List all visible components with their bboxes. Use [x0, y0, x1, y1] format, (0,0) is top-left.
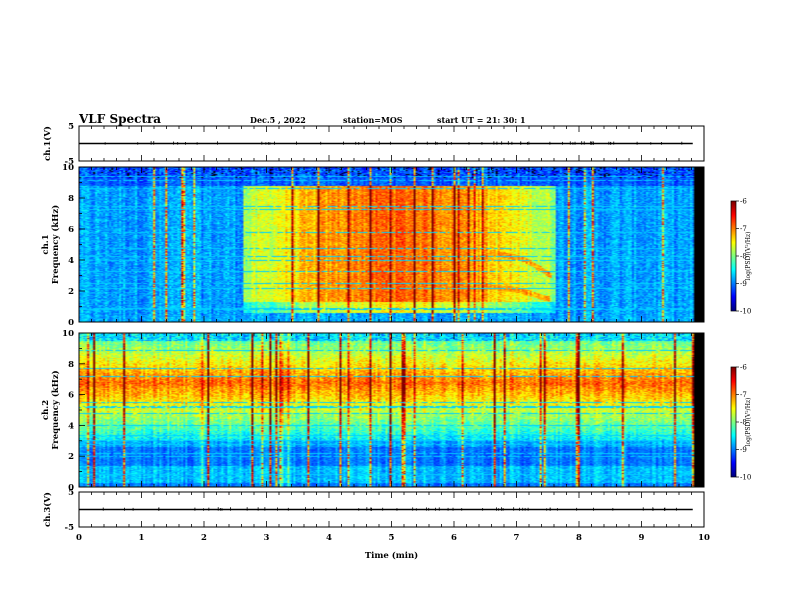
x-tick-label: 9 — [639, 533, 645, 543]
ch2-spectrogram-image — [79, 333, 704, 487]
x-axis-label: Time (min) — [365, 550, 418, 561]
colorbar-tick-label: -7 — [740, 225, 747, 233]
colorbar-tick-label: -7 — [740, 391, 747, 399]
ch2-spec-ytick-label: 0 — [68, 483, 74, 493]
ch2-spec-ytick-label: 4 — [68, 421, 74, 431]
ch1-spec-ytick-label: 4 — [68, 256, 74, 266]
x-tick-label: 6 — [451, 533, 457, 543]
header-station: station=MOS — [343, 115, 403, 125]
x-tick-label: 7 — [514, 533, 520, 543]
x-tick-label: 5 — [389, 533, 395, 543]
ch2-spec-ylabel: Frequency (kHz) — [50, 370, 61, 449]
colorbar-tick-label: -10 — [740, 474, 751, 482]
ch3-wave-ytick-label: -5 — [65, 523, 75, 533]
ch3-wave-ytick-label: 5 — [68, 488, 74, 498]
colorbar-tick-label: -8 — [740, 419, 747, 427]
ch1-colorbar — [731, 201, 736, 311]
colorbar-tick-label: -6 — [740, 198, 747, 206]
colorbar-label: log(PSD)(V²/Hz) — [745, 398, 752, 447]
chart-title: VLF Spectra — [78, 112, 161, 126]
x-tick-label: 2 — [201, 533, 207, 543]
ch2-spec-channel-label: ch.2 — [41, 400, 51, 420]
ch1-spectrogram-image — [79, 167, 704, 322]
ch3-wave-ylabel: ch.3(V) — [42, 492, 53, 527]
colorbar-tick-label: -10 — [740, 308, 751, 316]
ch1-wave-ytick-label: -5 — [65, 157, 75, 167]
x-tick-label: 10 — [698, 533, 710, 543]
ch1-spec-channel-label: ch.1 — [41, 234, 51, 254]
x-tick-label: 3 — [264, 533, 270, 543]
x-tick-label: 0 — [76, 533, 82, 543]
colorbar-label: log(PSD)(V²/Hz) — [745, 232, 752, 281]
colorbar-tick-label: -9 — [740, 446, 747, 454]
ch1-wave-ytick-label: 5 — [68, 122, 74, 132]
header-start-time: start UT = 21: 30: 1 — [437, 115, 526, 125]
colorbar-axes: -6 -7 -8 -9 -10 log(PSD)(V²/Hz) -6 -7 -8 -9 -10 log… — [730, 198, 752, 482]
x-tick-label: 1 — [139, 533, 145, 543]
ch1-spec-ytick-label: 2 — [68, 287, 74, 297]
colorbar-tick-label: -8 — [740, 253, 747, 261]
ch1-spec-ytick-label: 6 — [68, 225, 74, 235]
x-tick-label: 4 — [326, 533, 332, 543]
x-tick-label: 8 — [576, 533, 582, 543]
ch1-spec-ytick-label: 10 — [62, 163, 74, 173]
ch1-spec-ytick-label: 0 — [68, 318, 74, 328]
ch2-spec-ytick-label: 10 — [62, 329, 74, 339]
colorbar-tick-label: -6 — [740, 364, 747, 372]
ch2-spec-ytick-label: 8 — [68, 360, 74, 370]
header-date: Dec.5 , 2022 — [250, 115, 306, 125]
ch2-colorbar — [731, 367, 736, 477]
ch1-spec-ylabel: Frequency (kHz) — [50, 205, 61, 284]
ch2-spec-ytick-label: 6 — [68, 391, 74, 401]
ch2-spec-ytick-label: 2 — [68, 452, 74, 462]
ch1-wave-ylabel: ch.1(V) — [42, 126, 53, 161]
ch1-spec-ytick-label: 8 — [68, 194, 74, 204]
colorbar-tick-label: -9 — [740, 280, 747, 288]
